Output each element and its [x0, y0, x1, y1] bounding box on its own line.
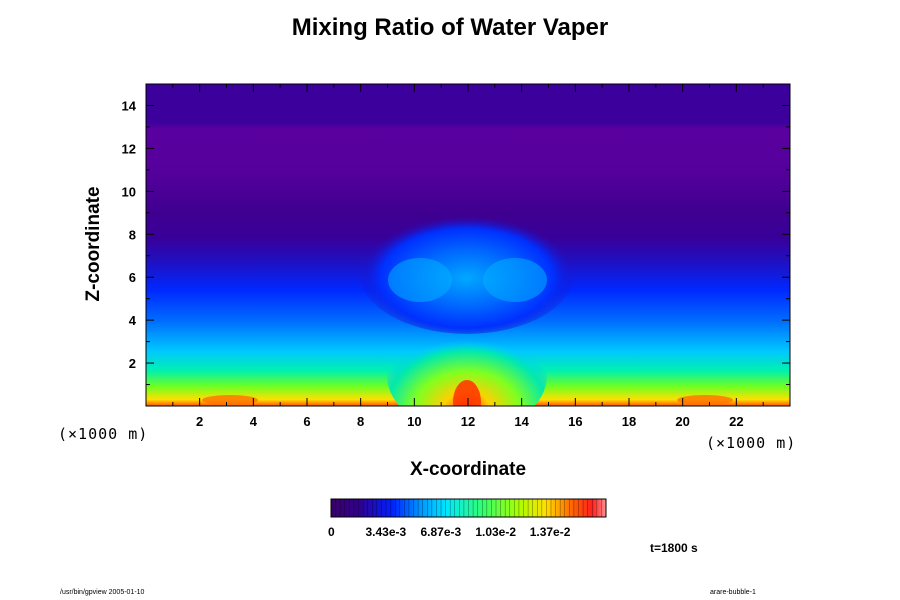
x-axis-unit: (×1000 m) [706, 434, 797, 452]
plume-cap [359, 210, 575, 334]
x-axis-label: X-coordinate [409, 459, 527, 480]
plume-lobe-right [483, 258, 547, 302]
y-tick-label: 12 [122, 141, 136, 156]
plume-core [453, 380, 481, 406]
x-tick-label: 18 [622, 414, 636, 429]
x-tick-label: 4 [250, 414, 258, 429]
x-tick-label: 8 [357, 414, 364, 429]
colorbar-tick-label: 1.37e-2 [530, 525, 571, 539]
footer-command: /usr/bin/gpview 2005-01-10 [60, 589, 145, 596]
surface-spot-right [677, 395, 733, 405]
y-axis-label: Z-coordinate [83, 186, 104, 302]
x-axis-ticks: 2 4 6 8 10 12 14 16 18 20 22 [172, 84, 764, 429]
x-tick-label: 10 [407, 414, 421, 429]
time-annotation: t=1800 s [650, 541, 698, 555]
y-tick-label: 10 [122, 184, 136, 199]
surface-spot-left [202, 395, 258, 405]
y-tick-label: 2 [129, 356, 136, 371]
colorbar-ticks: 0 3.43e-3 6.87e-3 1.03e-2 1.37e-2 [328, 499, 602, 539]
x-tick-label: 16 [568, 414, 582, 429]
footer-source: arare-bubble-1 [710, 589, 756, 596]
colorbar-tick-label: 1.03e-2 [475, 525, 516, 539]
y-tick-label: 4 [129, 313, 137, 328]
plume-lobe-left [388, 258, 452, 302]
x-tick-label: 12 [461, 414, 475, 429]
y-axis-ticks: 2 4 6 8 10 12 14 [122, 98, 790, 386]
x-tick-label: 6 [303, 414, 310, 429]
plume-stem [387, 317, 547, 406]
y-tick-label: 14 [122, 98, 137, 113]
x-tick-label: 20 [675, 414, 689, 429]
colorbar-tick-label: 3.43e-3 [365, 525, 406, 539]
chart-title: Mixing Ratio of Water Vaper [291, 14, 609, 41]
x-tick-label: 14 [514, 414, 529, 429]
y-axis-unit: (×1000 m) [58, 425, 149, 443]
colorbar-tick-label: 0 [328, 525, 335, 539]
colorbar-tick-label: 6.87e-3 [420, 525, 461, 539]
y-tick-label: 6 [129, 270, 136, 285]
heatmap-field [146, 84, 790, 406]
x-tick-label: 22 [729, 414, 743, 429]
x-tick-label: 2 [196, 414, 203, 429]
y-tick-label: 8 [129, 227, 136, 242]
